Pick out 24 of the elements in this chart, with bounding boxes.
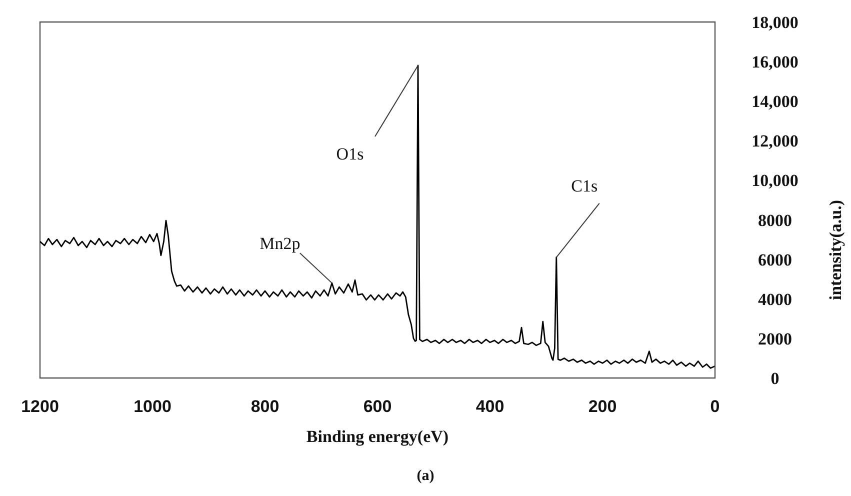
y-tick-label: 18,000 (752, 13, 798, 32)
x-tick-label: 600 (363, 397, 392, 416)
text: (a) (416, 468, 436, 485)
line-series (40, 64, 715, 369)
x-tick-label: 200 (588, 397, 617, 416)
y-tick-label: 16,000 (752, 52, 798, 72)
x-axis-title: Binding energy(eV) (306, 427, 449, 446)
y-tick-label: 6000 (758, 250, 792, 270)
y-tick-label: 14,000 (752, 92, 798, 112)
y-axis-title: intensity(a.u.) (826, 200, 846, 300)
y-tick-label: 8000 (758, 210, 792, 230)
annotation: C1s (571, 176, 598, 196)
y-tick-label: 12,000 (752, 132, 798, 151)
annotation: Mn2p (260, 234, 300, 253)
x-tick-label: 1000 (134, 397, 172, 416)
y-tick-label: 10,000 (752, 171, 798, 190)
y-tick-label: 0 (770, 369, 780, 388)
x-tick-label: 400 (476, 397, 504, 416)
annotation: O1s (336, 144, 364, 164)
x-tick-label: 1200 (21, 397, 59, 416)
x-tick-label: 0 (710, 397, 720, 416)
x-tick-label: 800 (250, 397, 280, 416)
y-tick-label: 2000 (758, 329, 792, 348)
y-tick-label: 4000 (758, 290, 792, 309)
